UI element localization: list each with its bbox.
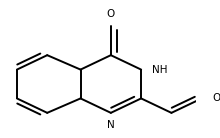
Text: N: N [107, 120, 115, 130]
Text: NH: NH [152, 65, 167, 75]
Text: O: O [213, 93, 220, 103]
Text: O: O [107, 9, 115, 19]
